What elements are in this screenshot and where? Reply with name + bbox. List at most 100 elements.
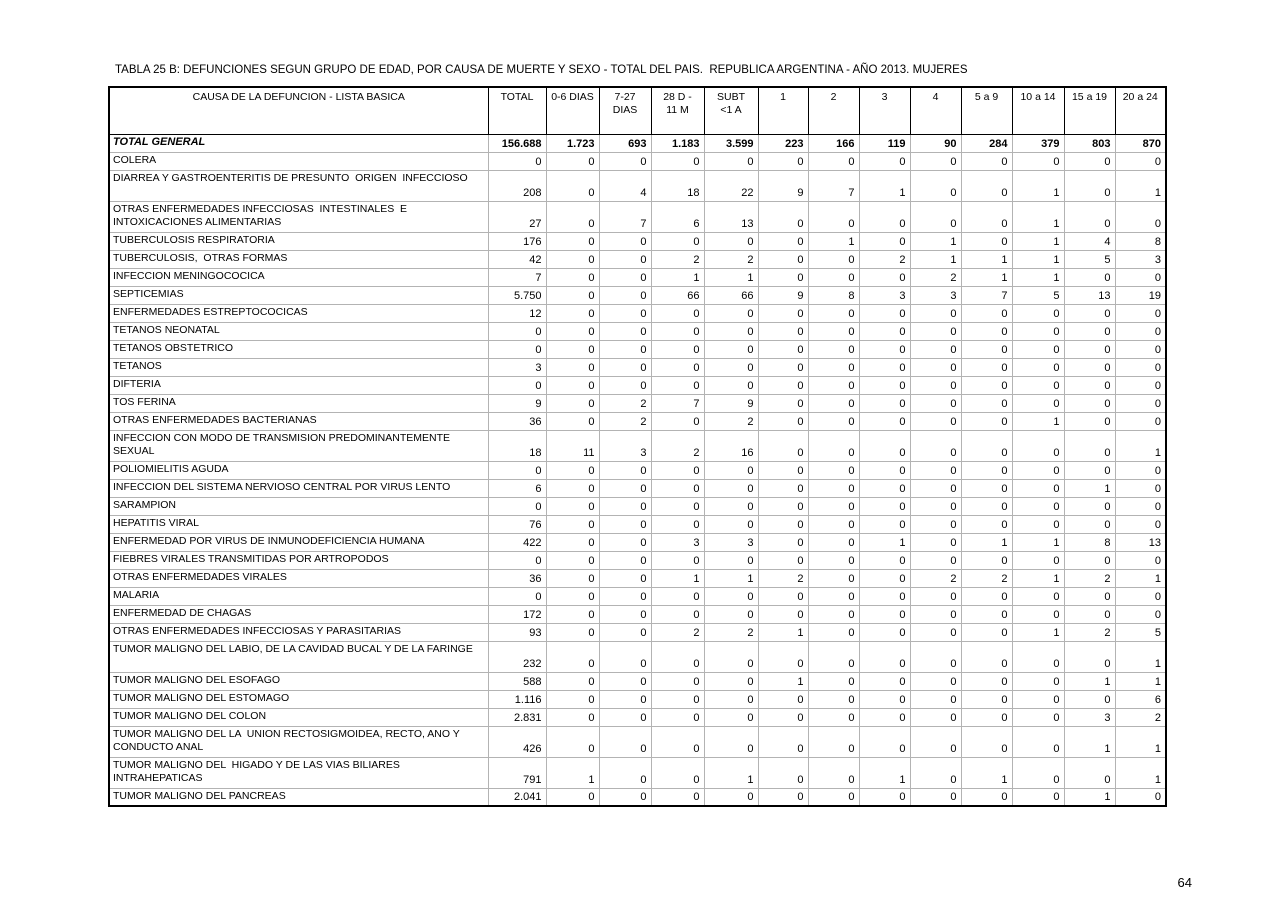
mortality-table: CAUSA DE LA DEFUNCION - LISTA BASICA TOT…	[108, 86, 1167, 807]
value-cell: 0	[704, 232, 759, 250]
value-cell: 0	[961, 358, 1013, 376]
value-cell: 0	[1064, 430, 1116, 461]
column-header: TOTAL	[488, 87, 547, 134]
value-cell: 0	[651, 152, 705, 170]
value-cell: 0	[1012, 340, 1065, 358]
value-cell: 1	[1154, 186, 1161, 199]
value-cell: 0	[808, 788, 860, 806]
value-cell: 0	[546, 358, 600, 376]
value-cell: 0	[758, 533, 809, 551]
value-cell: 0	[808, 551, 860, 569]
value-cell: 2	[651, 250, 705, 268]
value-cell: 0	[859, 569, 911, 587]
value-cell: 0	[910, 551, 962, 569]
value-cell: 0	[859, 304, 911, 322]
value-cell: 0	[961, 412, 1013, 430]
value-cell: 0	[859, 376, 911, 394]
value-cell: 0	[546, 497, 600, 515]
value-cell: 1	[1064, 788, 1116, 806]
value-cell: 0	[910, 376, 962, 394]
value-cell: 0	[808, 757, 860, 788]
cause-label: ENFERMEDAD DE CHAGAS	[109, 605, 489, 623]
value-cell: 0	[546, 623, 600, 641]
value-cell: 0	[599, 497, 652, 515]
value-cell: 0	[758, 376, 809, 394]
value-cell: 2	[758, 569, 809, 587]
value-cell: 0	[808, 533, 860, 551]
value-cell: 0	[546, 533, 600, 551]
table-row: DIARREA Y GASTROENTERITIS DE PRESUNTO OR…	[109, 170, 1166, 201]
value-cell: 0	[910, 623, 962, 641]
value-cell: 1	[758, 672, 809, 690]
value-cell: 0	[546, 461, 600, 479]
column-header: 2	[808, 87, 860, 134]
value-cell: 0	[808, 268, 860, 286]
value-cell: 0	[961, 587, 1013, 605]
table-row: COLERA 0 0 0 0 0 0 0 0 0 0 0 0 0	[109, 152, 1166, 170]
value-cell: 0	[599, 152, 652, 170]
value-cell: 0	[1154, 217, 1161, 230]
cause-label: TUMOR MALIGNO DEL COLON	[109, 708, 489, 726]
value-cell: 0	[1012, 430, 1065, 461]
value-cell: 9	[488, 394, 547, 412]
value-cell: 0	[599, 672, 652, 690]
value-cell: 6	[651, 201, 705, 232]
table-row: SARAMPION 0 0 0 0 0 0 0 0 0 0 0 0 0	[109, 497, 1166, 515]
value-cell: 0	[599, 340, 652, 358]
cause-label: TUMOR MALIGNO DEL ESTOMAGO	[109, 690, 489, 708]
value-cell: 0	[704, 605, 759, 623]
value-cell: 0	[910, 340, 962, 358]
value-cell: 0	[910, 479, 962, 497]
value-cell: 0	[758, 250, 809, 268]
cause-label: TUMOR MALIGNO DEL LA UNION RECTOSIGMOIDE…	[109, 726, 489, 757]
table-row: TOS FERINA 9 0 2 7 9 0 0 0 0 0 0 0 0	[109, 394, 1166, 412]
value-cell: 0	[651, 757, 705, 788]
value-cell: 0	[859, 641, 911, 672]
value-cell: 2	[910, 569, 962, 587]
value-cell: 0	[651, 376, 705, 394]
value-cell: 0	[546, 672, 600, 690]
value-cell: 0	[599, 479, 652, 497]
value-cell: 1	[910, 250, 962, 268]
value-cell: 3	[488, 358, 547, 376]
value-cell: 0	[859, 788, 911, 806]
value-cell: 0	[859, 587, 911, 605]
value-cell: 0	[1064, 412, 1116, 430]
value-cell: 0	[910, 430, 962, 461]
value-cell: 0	[758, 587, 809, 605]
value-cell: 0	[1064, 394, 1116, 412]
value-cell: 0	[910, 587, 962, 605]
value-cell: 0	[1154, 307, 1161, 320]
value-cell: 0	[808, 394, 860, 412]
value-cell: 1	[546, 757, 600, 788]
value-cell: 0	[704, 551, 759, 569]
value-cell: 1	[651, 569, 705, 587]
value-cell: 0	[488, 551, 547, 569]
value-cell: 90	[910, 134, 962, 152]
table-row: TETANOS 3 0 0 0 0 0 0 0 0 0 0 0 0	[109, 358, 1166, 376]
table-row: MALARIA 0 0 0 0 0 0 0 0 0 0 0 0 0	[109, 587, 1166, 605]
value-cell: 0	[808, 201, 860, 232]
value-cell: 0	[859, 430, 911, 461]
column-header: SUBT <1 A	[704, 87, 759, 134]
value-cell: 0	[961, 708, 1013, 726]
value-cell: 0	[859, 497, 911, 515]
value-cell: 0	[859, 515, 911, 533]
cause-label: DIARREA Y GASTROENTERITIS DE PRESUNTO OR…	[109, 170, 489, 201]
value-cell: 0	[910, 322, 962, 340]
value-cell: 1	[961, 250, 1013, 268]
value-cell: 0	[961, 623, 1013, 641]
value-cell: 0	[599, 322, 652, 340]
value-cell: 0	[1012, 304, 1065, 322]
column-header: 28 D - 11 M	[651, 87, 705, 134]
value-cell: 0	[808, 340, 860, 358]
column-header: 10 a 14	[1012, 87, 1065, 134]
value-cell: 5	[1012, 286, 1065, 304]
cause-label: OTRAS ENFERMEDADES VIRALES	[109, 569, 489, 587]
value-cell: 0	[599, 533, 652, 551]
value-cell: 0	[1012, 376, 1065, 394]
value-cell: 0	[546, 170, 600, 201]
value-cell: 3	[859, 286, 911, 304]
value-cell: 0	[961, 605, 1013, 623]
